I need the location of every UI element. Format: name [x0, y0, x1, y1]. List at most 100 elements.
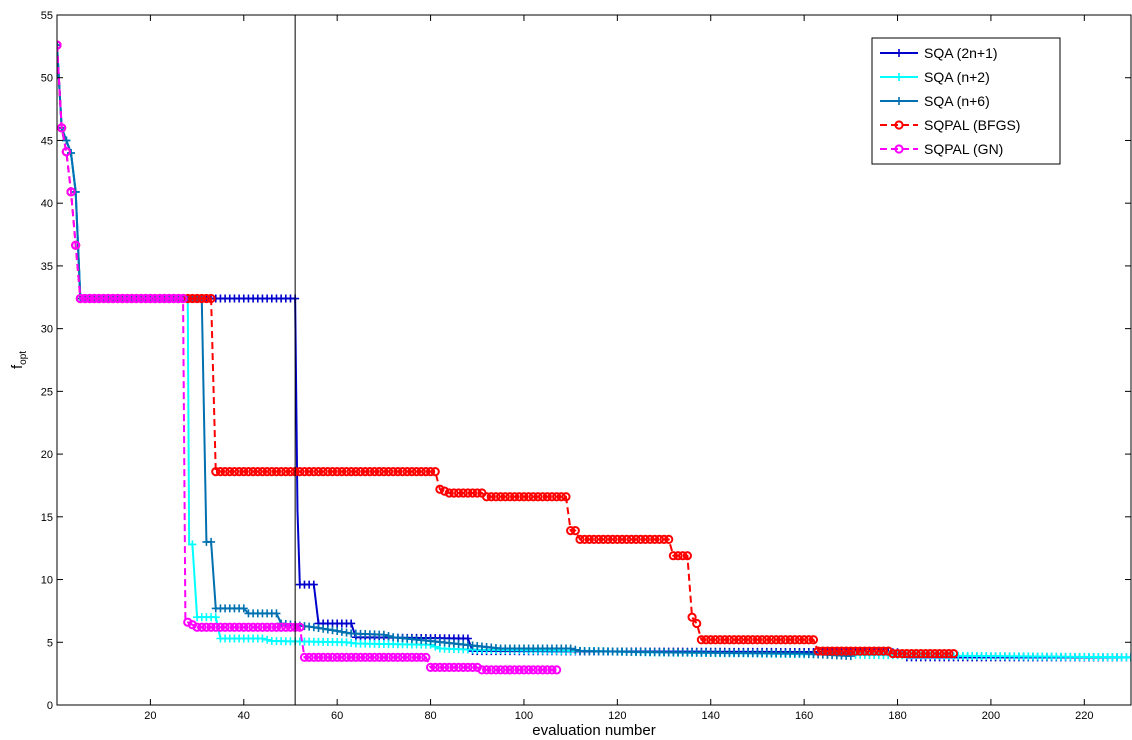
- series-marker: [673, 551, 683, 561]
- x-tick-label: 180: [888, 710, 906, 722]
- series-marker: [229, 622, 240, 632]
- series-marker: [67, 149, 76, 157]
- legend-item: SQA (n+6): [880, 93, 990, 109]
- series-marker: [61, 147, 71, 157]
- y-axis-label-main: f: [9, 364, 26, 369]
- series-marker: [701, 635, 711, 645]
- legend-swatch-marker: [895, 97, 903, 105]
- series-marker: [542, 665, 552, 675]
- series-marker: [920, 648, 931, 659]
- x-tick-label: 80: [424, 710, 436, 722]
- series-marker: [234, 467, 244, 477]
- series-marker: [66, 187, 76, 197]
- x-tick-label: 160: [795, 710, 813, 722]
- series-marker: [799, 635, 809, 645]
- series-marker: [720, 635, 730, 645]
- y-tick-label: 10: [41, 575, 53, 587]
- series-marker: [360, 652, 370, 662]
- series-marker: [467, 488, 478, 498]
- series-marker: [239, 622, 249, 632]
- series-marker: [505, 665, 515, 675]
- series-marker: [253, 622, 263, 632]
- series-marker: [374, 467, 384, 477]
- series-marker: [215, 467, 226, 477]
- series-marker: [687, 612, 697, 622]
- series-marker: [313, 652, 324, 662]
- y-tick-label: 45: [41, 135, 53, 147]
- series-marker: [818, 646, 828, 656]
- y-tick-label: 25: [41, 386, 53, 398]
- series-marker: [505, 492, 515, 502]
- series-marker: [785, 635, 795, 645]
- series-marker: [220, 467, 230, 477]
- series-marker: [332, 467, 342, 477]
- series-marker: [342, 628, 351, 637]
- legend-swatch-marker: [895, 73, 903, 81]
- series-marker: [640, 534, 650, 545]
- series-marker: [836, 646, 847, 656]
- series-marker: [827, 646, 837, 656]
- series-marker: [552, 492, 562, 502]
- series-marker: [263, 635, 272, 644]
- series-marker: [486, 492, 496, 502]
- series-marker: [902, 648, 912, 659]
- series-marker: [178, 293, 188, 304]
- series-marker: [402, 467, 412, 477]
- series-line: [57, 45, 557, 671]
- series-marker: [668, 551, 678, 561]
- series-marker: [71, 240, 81, 250]
- series-marker: [832, 646, 842, 656]
- series-marker: [650, 534, 660, 545]
- series-marker: [327, 467, 338, 477]
- series-marker: [654, 534, 664, 545]
- series-marker: [267, 622, 277, 632]
- series-marker: [425, 662, 436, 672]
- series-marker: [257, 622, 268, 632]
- x-tick-label: 220: [1075, 710, 1093, 722]
- series-marker: [85, 293, 95, 304]
- series-marker: [188, 540, 197, 549]
- series-marker: [239, 467, 249, 477]
- series-marker: [337, 627, 346, 636]
- series-marker: [388, 467, 398, 477]
- series-marker: [62, 136, 71, 145]
- series-marker: [696, 635, 707, 645]
- series-marker: [566, 526, 576, 536]
- series-marker: [164, 293, 174, 304]
- series-marker: [355, 652, 366, 662]
- series-marker: [944, 648, 954, 659]
- series-marker: [430, 467, 440, 477]
- series-marker: [360, 467, 370, 477]
- y-tick-label: 20: [41, 449, 53, 461]
- x-tick-label: 20: [144, 710, 156, 722]
- series-marker: [113, 293, 123, 304]
- series-marker: [136, 293, 146, 304]
- series-marker: [547, 492, 557, 502]
- series-marker: [794, 635, 805, 645]
- series-marker: [411, 467, 422, 477]
- series-marker: [281, 467, 291, 477]
- series-marker: [285, 467, 296, 477]
- series-marker: [850, 646, 861, 656]
- series-marker: [333, 626, 342, 635]
- series-marker: [570, 526, 580, 536]
- series-marker: [752, 635, 763, 645]
- series-marker: [575, 534, 585, 545]
- y-tick-label: 30: [41, 324, 53, 336]
- legend-item: SQA (n+2): [880, 69, 990, 85]
- series-marker: [421, 652, 431, 662]
- series-marker: [313, 467, 324, 477]
- series-marker: [341, 652, 352, 662]
- series-marker: [239, 604, 248, 613]
- series-marker: [351, 652, 361, 662]
- series-marker: [365, 652, 375, 662]
- series-marker: [510, 665, 520, 675]
- legend-label: SQA (n+6): [924, 93, 990, 109]
- series-marker: [229, 467, 240, 477]
- legend-label: SQPAL (BFGS): [924, 117, 1020, 133]
- series-marker: [533, 665, 543, 675]
- series-marker: [528, 492, 538, 502]
- series-marker: [561, 492, 571, 502]
- series-marker: [538, 665, 548, 675]
- series-marker: [846, 646, 856, 656]
